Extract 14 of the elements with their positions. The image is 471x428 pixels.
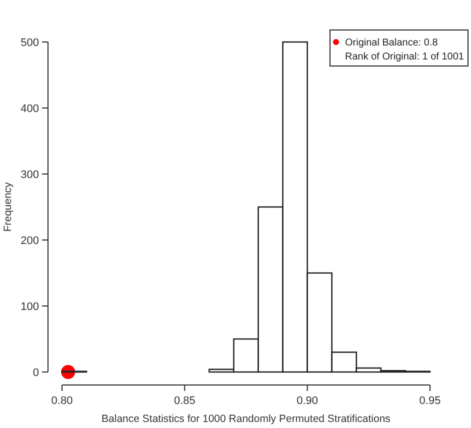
x-tick-label: 0.85 xyxy=(174,395,196,407)
y-tick-label: 500 xyxy=(20,36,39,49)
x-axis-title: Balance Statistics for 1000 Randomly Permuted Stratifications xyxy=(102,413,390,425)
y-axis-title: Frequency xyxy=(2,181,14,232)
x-tick-label: 0.80 xyxy=(51,395,73,407)
y-tick-label: 300 xyxy=(20,168,39,181)
annotation: Rank of Original: 1 of 1001 xyxy=(345,52,464,62)
y-tick-label: 0 xyxy=(32,366,39,379)
legend-label: Original Balance: 0.8 xyxy=(345,38,438,48)
x-tick-label: 0.90 xyxy=(296,395,318,407)
y-tick-label: 100 xyxy=(20,300,39,313)
x-tick-label: 0.95 xyxy=(419,395,441,407)
y-tick-label: 400 xyxy=(20,102,39,115)
y-tick-label: 200 xyxy=(20,234,39,247)
